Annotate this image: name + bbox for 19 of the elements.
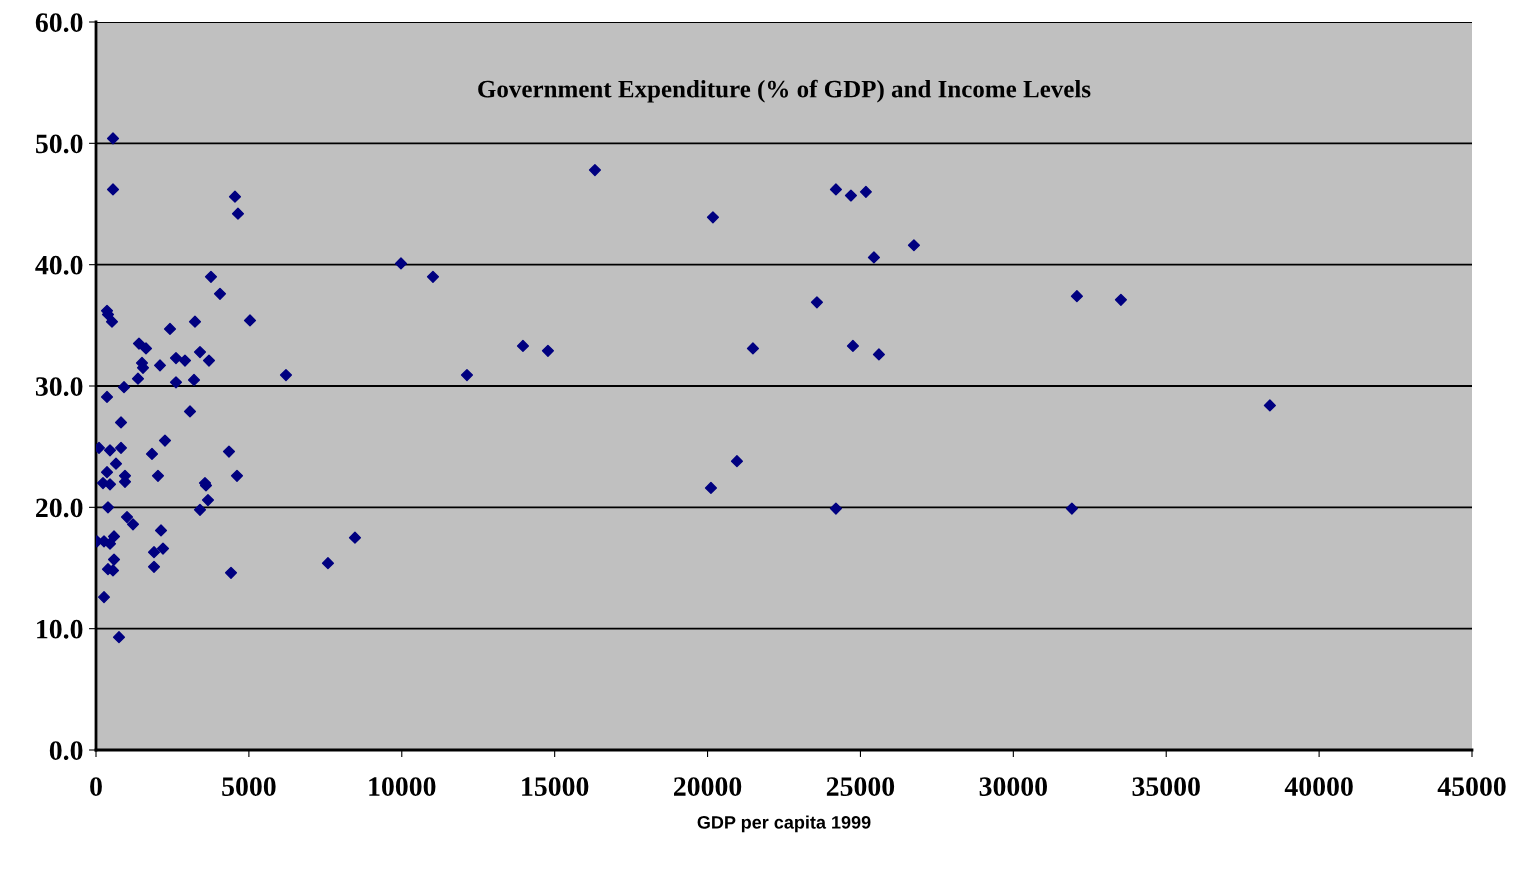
x-tick-label: 40000	[1284, 777, 1353, 796]
x-tick-label: 5000	[222, 777, 276, 796]
y-tick-label: 20.0	[36, 498, 83, 518]
x-tick-label: 25000	[826, 777, 895, 796]
y-tick-label: 30.0	[35, 377, 83, 397]
x-tick-label: 20000	[674, 777, 742, 796]
x-tick-label: 10000	[369, 777, 436, 796]
x-tick-label: 0	[90, 777, 102, 796]
x-axis-title: GDP per capita 1999	[697, 815, 871, 833]
y-tick-label: 10.0	[37, 619, 83, 639]
y-tick-label: 40.0	[35, 255, 83, 275]
x-tick-label: 15000	[522, 777, 589, 796]
text: Government Expenditure (% of GDP) and Income Levels	[478, 79, 1091, 103]
y-tick-label: 60.0	[35, 13, 83, 33]
y-tick-label: 50.0	[36, 134, 83, 154]
y-tick-label: 0.0	[49, 741, 83, 761]
x-tick-label: 30000	[979, 777, 1047, 796]
x-tick-label: 45000	[1437, 777, 1506, 796]
x-tick-label: 35000	[1132, 777, 1200, 796]
